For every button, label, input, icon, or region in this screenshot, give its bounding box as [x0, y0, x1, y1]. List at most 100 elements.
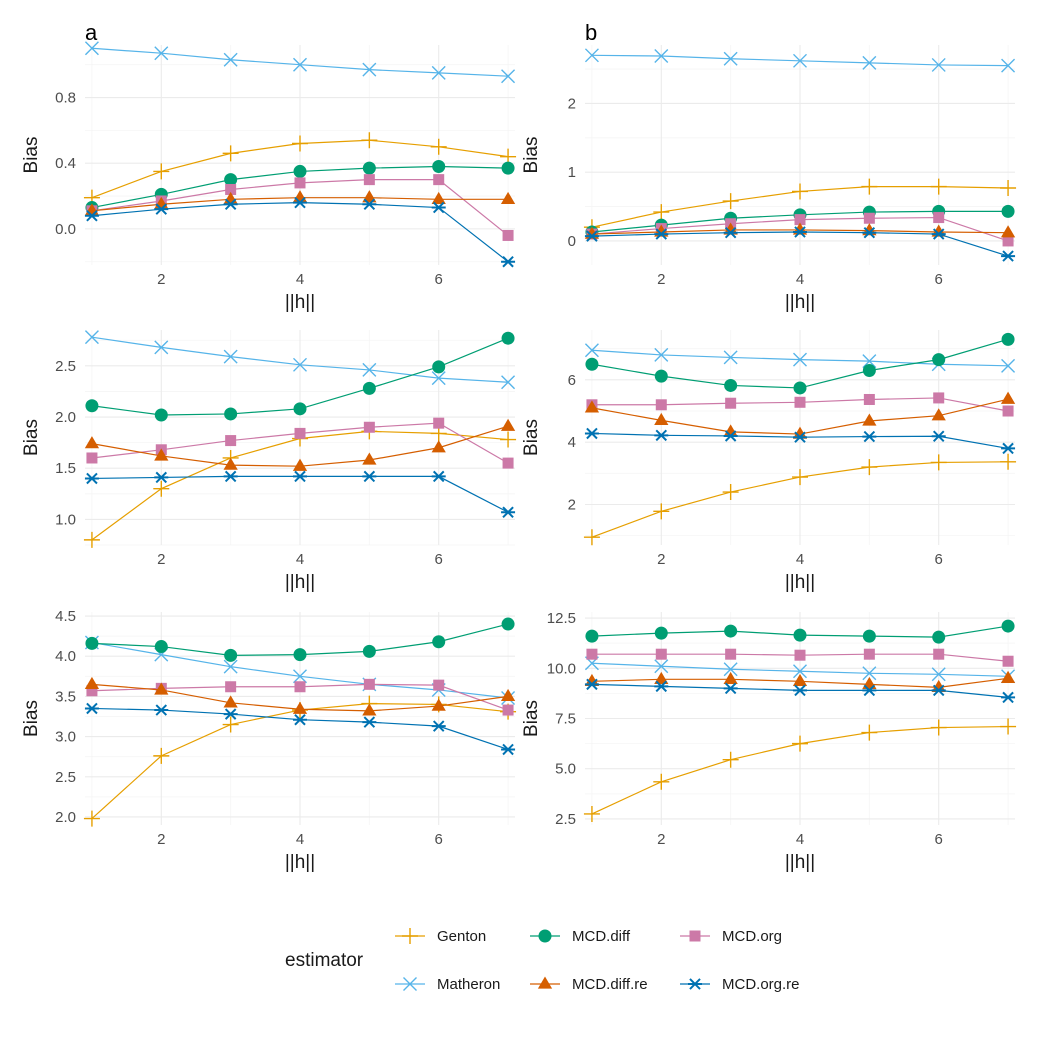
data-point — [85, 636, 99, 650]
x-tick-label: 2 — [157, 551, 165, 568]
data-point — [223, 659, 238, 674]
series-mcd-org-re — [584, 678, 1016, 704]
data-point — [502, 457, 514, 469]
data-point — [653, 773, 670, 790]
data-point — [654, 626, 668, 640]
x-tick-label: 6 — [935, 271, 943, 288]
data-point — [583, 529, 600, 546]
y-tick-label: 4.5 — [55, 608, 76, 625]
data-point — [223, 457, 238, 470]
data-point — [862, 430, 877, 443]
data-point — [1002, 655, 1014, 667]
x-tick-label: 6 — [435, 831, 443, 848]
data-point — [501, 161, 515, 175]
x-axis-title: ||h|| — [785, 852, 815, 873]
data-point — [1000, 225, 1016, 238]
data-point — [722, 751, 739, 768]
data-point — [931, 667, 946, 682]
x-axis-title: ||h|| — [285, 852, 315, 873]
data-point — [931, 430, 946, 443]
data-point — [792, 469, 808, 486]
data-point — [1001, 442, 1016, 455]
data-point — [154, 203, 169, 215]
data-point — [224, 173, 238, 187]
data-point — [293, 196, 307, 209]
data-point — [930, 719, 947, 736]
data-point — [363, 174, 375, 186]
data-point — [502, 229, 514, 241]
data-point — [723, 682, 738, 695]
x-tick-label: 4 — [296, 271, 304, 288]
data-point — [932, 353, 946, 367]
data-point — [723, 222, 738, 235]
data-point — [362, 644, 376, 658]
data-point — [584, 400, 600, 413]
data-point — [293, 669, 307, 684]
data-point — [1001, 619, 1015, 633]
data-point — [794, 396, 806, 408]
series-mcd-org-re — [584, 226, 1016, 262]
data-point — [724, 378, 738, 392]
data-point — [154, 408, 168, 422]
data-point — [154, 704, 169, 716]
data-point — [84, 330, 99, 345]
data-point — [1001, 358, 1016, 373]
data-point — [654, 369, 668, 383]
data-point — [862, 413, 877, 426]
data-point — [430, 138, 447, 155]
data-point — [84, 436, 100, 449]
data-point — [585, 629, 599, 643]
legend-key-plus-icon — [402, 928, 418, 944]
data-point — [793, 53, 807, 68]
y-axis-title: Bias — [521, 137, 542, 174]
data-point — [154, 640, 168, 654]
legend-entry-mcd-diff-re: MCD.diff.re — [530, 976, 648, 993]
y-tick-label: 1.0 — [55, 511, 76, 528]
legend-key-square-icon — [689, 930, 701, 942]
data-point — [294, 427, 306, 439]
data-point — [432, 635, 446, 649]
series-mcd-diff — [85, 617, 515, 662]
data-point — [931, 684, 946, 697]
data-point — [293, 402, 307, 416]
data-point — [84, 676, 100, 689]
data-point — [154, 682, 169, 695]
data-point — [83, 531, 100, 548]
data-point — [654, 228, 669, 240]
y-tick-label: 5.0 — [555, 761, 576, 778]
data-point — [793, 381, 807, 395]
panel-3: 1.0 1.5 2.0 2.5 2 4 6 ||h|| Bias — [21, 330, 517, 593]
data-point — [431, 191, 446, 204]
data-point — [225, 681, 237, 693]
series-mcd-org-re — [84, 196, 516, 268]
data-point — [931, 228, 946, 240]
data-point — [861, 178, 878, 195]
data-point — [1001, 250, 1016, 262]
data-point — [793, 352, 807, 367]
series-mcd-diff-re — [84, 418, 516, 471]
data-point — [792, 673, 808, 686]
data-point — [153, 747, 170, 764]
data-point — [584, 343, 599, 358]
y-tick-label: 2 — [568, 496, 576, 513]
data-point — [223, 198, 238, 211]
data-point — [292, 701, 308, 714]
x-axis-title: ||h|| — [285, 572, 315, 593]
data-point — [154, 340, 169, 355]
y-tick-label: 4 — [568, 434, 576, 451]
data-point — [431, 65, 446, 80]
panel-4: 2 4 6 2 4 6 ||h|| Bias — [521, 330, 1017, 593]
data-point — [1001, 58, 1016, 73]
data-point — [1000, 391, 1016, 404]
data-point — [655, 399, 667, 411]
series-matheron — [84, 330, 516, 390]
data-point — [862, 226, 877, 239]
data-point — [293, 713, 307, 726]
y-tick-label: 0 — [568, 233, 576, 250]
x-tick-label: 2 — [657, 551, 665, 568]
panels: 0.0 0.4 0.8 2 4 6 ||h|| Bias a 0 1 2 2 4 6 ||h|| Bias b 1.… — [21, 20, 1017, 873]
data-point — [792, 735, 808, 752]
data-point — [225, 183, 237, 195]
series-mcd-diff — [85, 331, 515, 422]
